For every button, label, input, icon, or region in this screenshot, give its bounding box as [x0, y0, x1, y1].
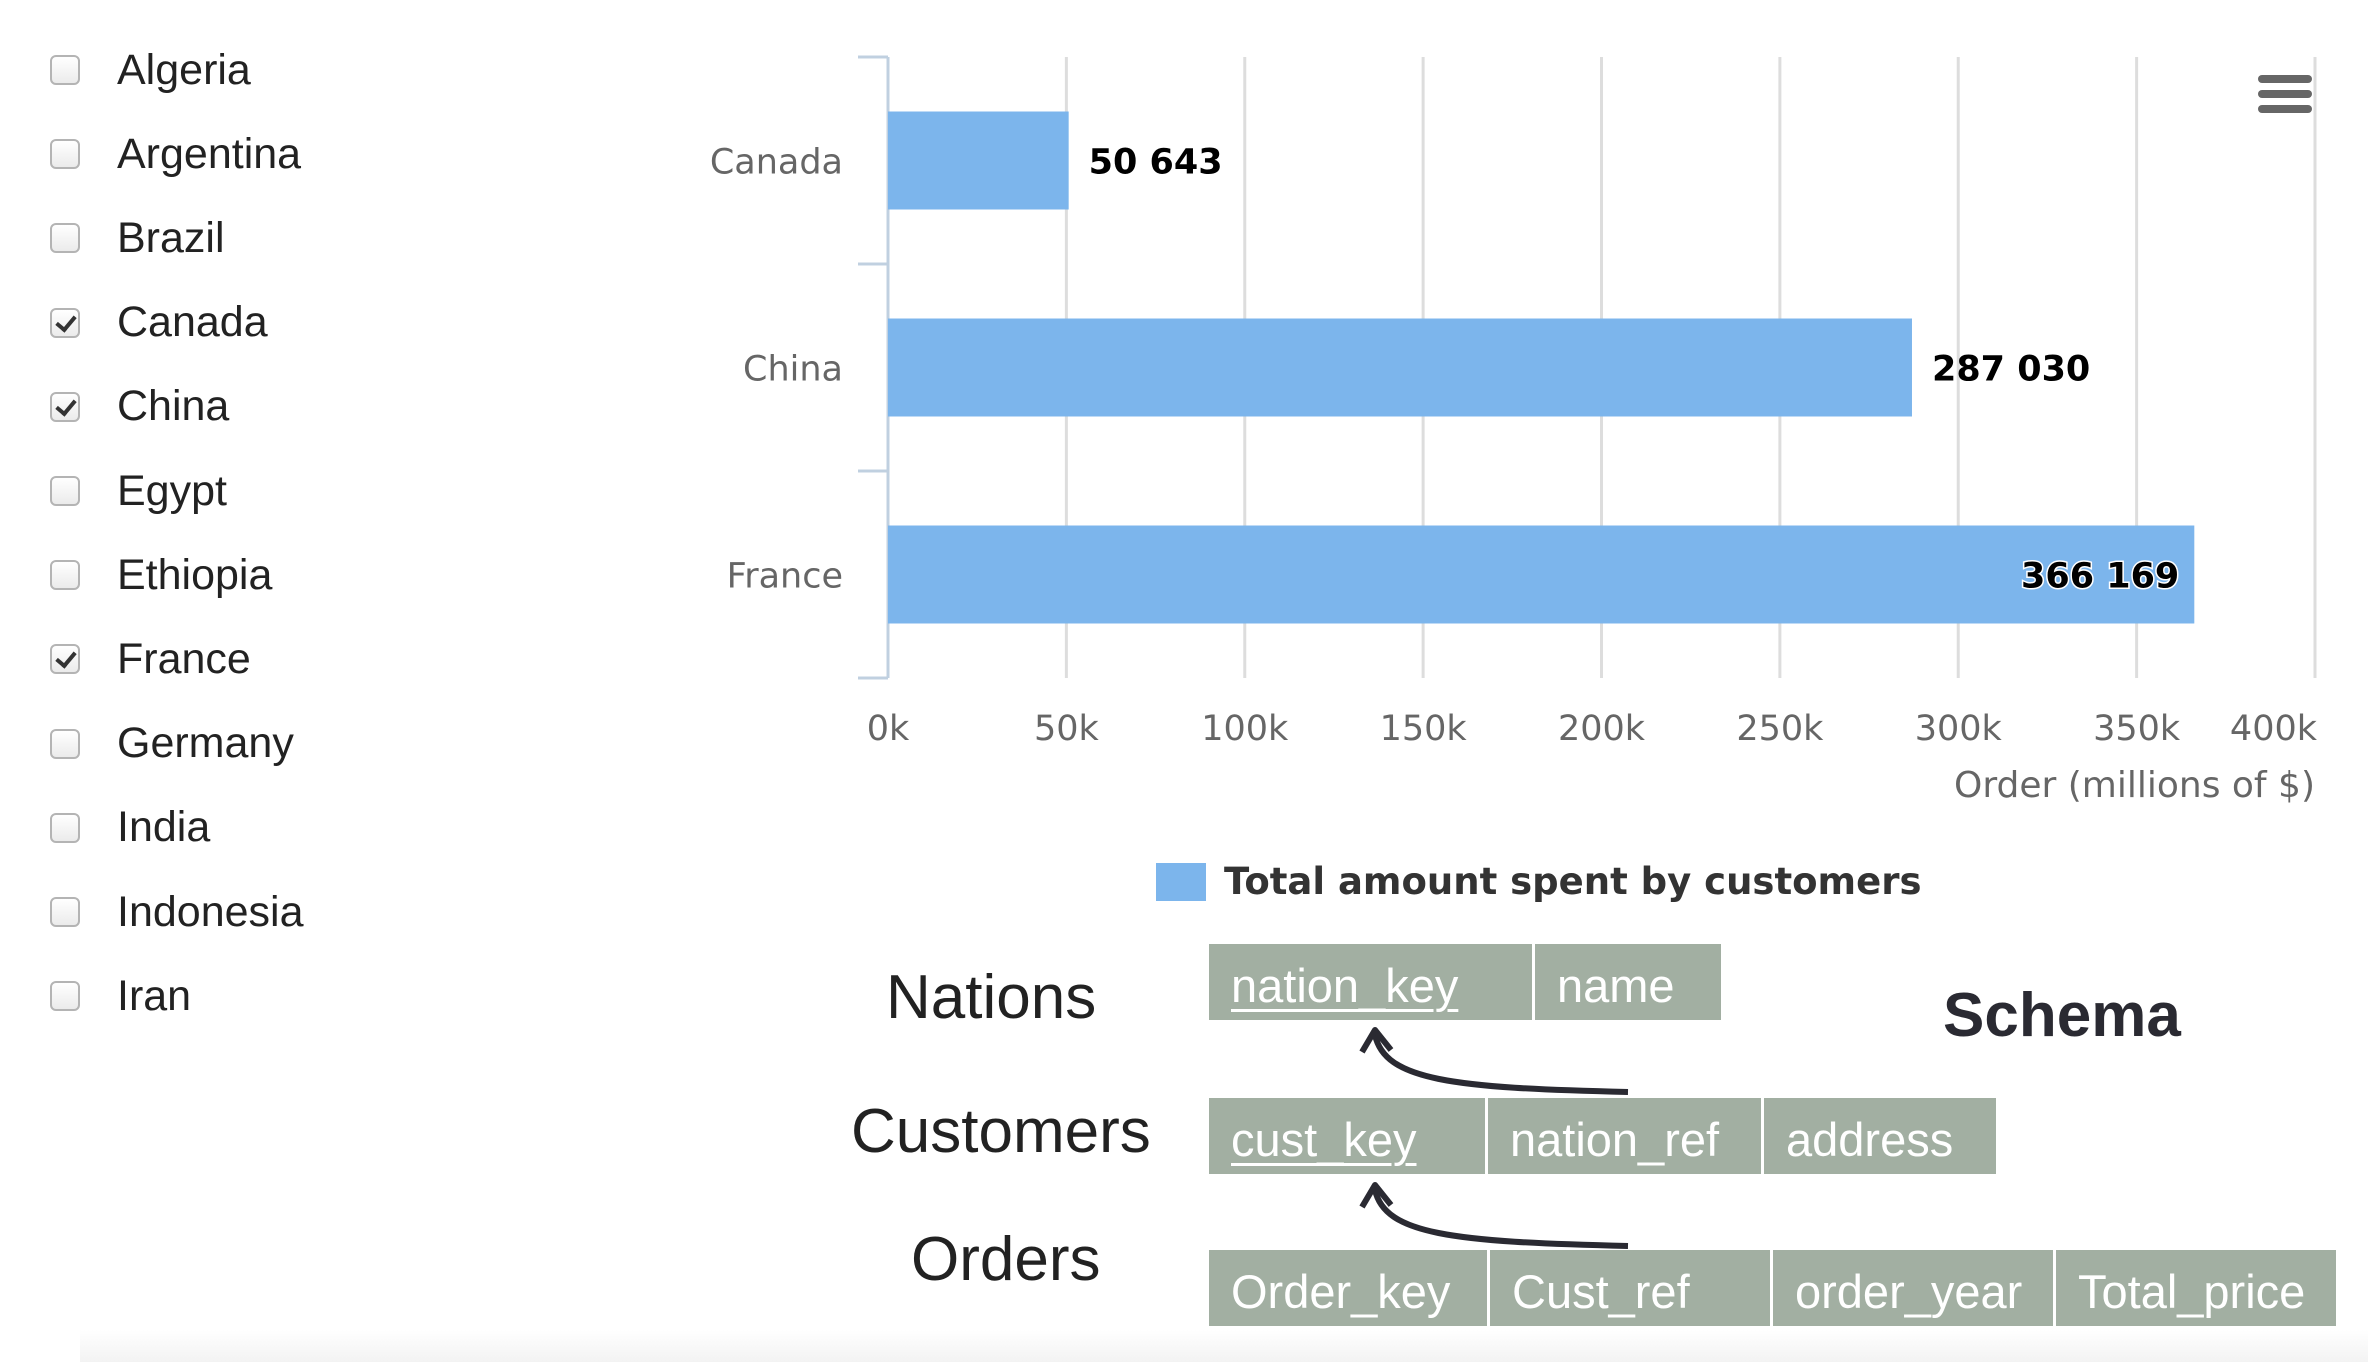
column-name: name	[1535, 944, 1721, 1020]
country-label: Germany	[117, 719, 294, 768]
chart-x-tick-labels: 0k 50k 100k 150k 200k 250k 300k 350k 400k	[867, 709, 2318, 749]
fk-arrow-cust-ref	[1372, 1189, 1629, 1249]
country-option-argentina[interactable]: Argentina	[50, 124, 301, 184]
country-label: Argentina	[117, 129, 302, 178]
country-option-ethiopia[interactable]: Ethiopia	[50, 545, 272, 605]
bar-france[interactable]	[888, 525, 2195, 624]
legend-swatch	[1156, 862, 1206, 901]
x-tick-label: 150k	[1380, 709, 1468, 749]
checkbox[interactable]	[50, 560, 80, 591]
checkbox[interactable]	[50, 55, 80, 85]
country-option-indonesia[interactable]: Indonesia	[50, 882, 304, 942]
country-option-china[interactable]: China	[50, 377, 229, 437]
fk-arrow-nation-ref-head	[1359, 1027, 1394, 1054]
fk-arrow-cust-ref-head	[1359, 1182, 1394, 1209]
bar-china[interactable]	[888, 318, 1912, 417]
customers-columns: cust_key nation_ref address	[1209, 1098, 1999, 1174]
data-label: 366 169	[2021, 557, 2179, 597]
schema-title: Schema	[1943, 981, 2181, 1050]
country-option-algeria[interactable]: Algeria	[50, 40, 251, 100]
checkbox[interactable]	[50, 391, 80, 422]
country-label: India	[117, 803, 211, 852]
x-tick-label: 100k	[1201, 709, 1289, 749]
country-label: Brazil	[117, 213, 225, 262]
checkbox[interactable]	[50, 897, 80, 927]
hamburger-menu-icon[interactable]	[2250, 60, 2320, 120]
country-label: Indonesia	[117, 887, 304, 936]
country-label: Ethiopia	[117, 550, 273, 599]
checkbox[interactable]	[50, 728, 80, 759]
checkbox[interactable]	[50, 307, 80, 338]
country-option-iran[interactable]: Iran	[50, 966, 191, 1026]
table-name-orders: Orders	[911, 1225, 1101, 1294]
bar-canada[interactable]	[888, 111, 1069, 210]
x-tick-label: 250k	[1736, 709, 1824, 749]
table-name-nations: Nations	[886, 963, 1097, 1032]
country-option-india[interactable]: India	[50, 798, 210, 858]
checkbox[interactable]	[50, 476, 80, 506]
x-tick-label: 50k	[1034, 709, 1100, 749]
column-nation-key: nation_key	[1209, 944, 1532, 1020]
column-order-year: order_year	[1773, 1250, 2053, 1326]
country-option-france[interactable]: France	[50, 629, 251, 689]
x-tick-label: 400k	[2230, 709, 2318, 749]
checkbox[interactable]	[50, 139, 80, 170]
category-label: France	[727, 557, 843, 597]
orders-columns: Order_key Cust_ref order_year Total_pric…	[1209, 1250, 2336, 1326]
column-order-key: Order_key	[1209, 1250, 1487, 1326]
checkbox[interactable]	[50, 812, 80, 843]
column-cust-key: cust_key	[1209, 1098, 1485, 1174]
data-label: 287 030	[1932, 350, 2090, 390]
country-option-brazil[interactable]: Brazil	[50, 208, 225, 268]
x-tick-label: 350k	[2093, 709, 2181, 749]
checkbox[interactable]	[50, 223, 80, 254]
column-address: address	[1764, 1098, 1996, 1174]
country-option-germany[interactable]: Germany	[50, 714, 294, 774]
country-option-canada[interactable]: Canada	[50, 293, 268, 353]
country-label: Egypt	[117, 466, 227, 515]
column-cust-ref: Cust_ref	[1490, 1250, 1770, 1326]
country-label: Iran	[117, 971, 192, 1020]
category-label: Canada	[710, 143, 843, 183]
legend-label: Total amount spent by customers	[1224, 860, 1922, 903]
x-tick-label: 200k	[1558, 709, 1646, 749]
chart-bars: 50 643 287 030 366 169	[888, 111, 2195, 624]
fk-arrow-nation-ref	[1372, 1034, 1629, 1095]
column-total-price: Total_price	[2056, 1250, 2336, 1326]
country-label: Algeria	[117, 45, 251, 94]
country-label: France	[117, 634, 251, 683]
country-option-egypt[interactable]: Egypt	[50, 461, 227, 521]
checkbox[interactable]	[50, 644, 80, 675]
country-label: China	[117, 382, 230, 431]
checkbox[interactable]	[50, 981, 80, 1012]
chart-legend-item[interactable]: Total amount spent by customers	[1156, 860, 1921, 903]
chart-x-axis-title: Order (millions of $)	[1954, 765, 2315, 806]
data-label: 50 643	[1089, 143, 1223, 183]
x-tick-label: 300k	[1915, 709, 2003, 749]
table-name-customers: Customers	[851, 1097, 1151, 1166]
nations-columns: nation_key name	[1209, 944, 1724, 1020]
x-tick-label: 0k	[867, 709, 910, 749]
country-label: Canada	[117, 298, 268, 347]
column-nation-ref: nation_ref	[1488, 1098, 1761, 1174]
category-label: China	[743, 350, 843, 390]
bottom-shadow	[80, 1330, 2368, 1362]
